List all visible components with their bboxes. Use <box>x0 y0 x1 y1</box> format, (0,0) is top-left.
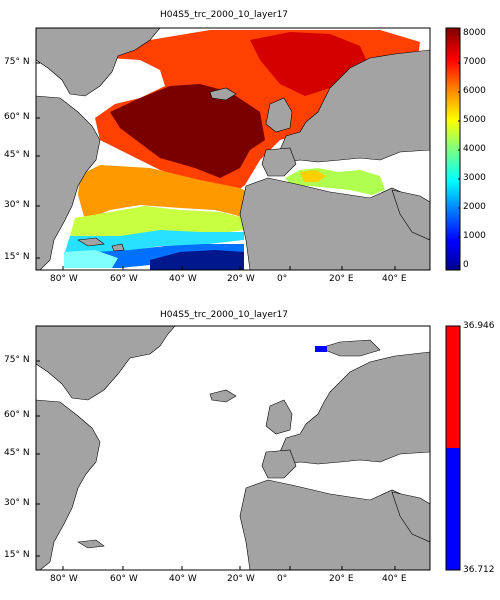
bottom-lon-tick-label: 0° <box>277 574 288 584</box>
bottom-map-svg <box>35 325 461 571</box>
top-colorbar-tick-label: 7000 <box>463 57 486 67</box>
top-colorbar-tick-label: 2000 <box>463 202 486 212</box>
bottom-axis-ticks <box>36 360 396 570</box>
bottom-lon-tick-label: 40° W <box>169 574 197 584</box>
top-map-area <box>36 28 430 270</box>
top-colorbar-tick-label: 0 <box>463 260 469 270</box>
top-colorbar <box>445 27 461 271</box>
top-lon-tick-label: 40° W <box>169 274 197 284</box>
top-lon-tick-label: 20° W <box>227 274 255 284</box>
top-map-svg <box>35 27 461 271</box>
bottom-lat-tick-label: 15° N <box>4 550 30 560</box>
bottom-lon-tick-label: 60° W <box>110 574 138 584</box>
top-colorbar-tick-label: 3000 <box>463 173 486 183</box>
top-lat-tick-label: 75° N <box>4 57 30 67</box>
bottom-lat-tick-label: 45° N <box>4 448 30 458</box>
bottom-lon-tick-label: 80° W <box>50 574 78 584</box>
top-axis-ticks <box>36 62 396 270</box>
bottom-lon-tick-label: 20° E <box>329 574 354 584</box>
bottom-map-frame <box>35 325 431 571</box>
top-map-field <box>40 30 420 270</box>
top-map-frame <box>35 27 431 271</box>
bottom-colorbar-blue <box>446 448 460 570</box>
top-map-land <box>36 28 430 270</box>
bottom-lon-tick-label: 40° E <box>382 574 407 584</box>
top-map-panel: H04S5_trc_2000_10_layer17 <box>0 0 500 295</box>
top-lon-tick-label: 0° <box>277 274 288 284</box>
bottom-colorbar-max: 36.946 <box>463 321 495 331</box>
top-lat-tick-label: 15° N <box>4 252 30 262</box>
top-colorbar-ticks <box>458 33 460 267</box>
top-lat-tick-label: 60° N <box>4 112 30 122</box>
top-lat-tick-label: 30° N <box>4 200 30 210</box>
bottom-map-title: H04S5_trc_2000_10_layer17 <box>160 310 289 320</box>
top-lon-tick-label: 40° E <box>382 274 407 284</box>
bottom-lat-tick-label: 60° N <box>4 410 30 420</box>
bottom-map-panel: H04S5_trc_2000_10_layer17 <box>0 300 500 600</box>
bottom-colorbar-red <box>446 326 460 448</box>
top-colorbar-tick-label: 6000 <box>463 86 486 96</box>
top-map-title: H04S5_trc_2000_10_layer17 <box>160 10 289 20</box>
top-colorbar-tick-label: 5000 <box>463 115 486 125</box>
bottom-lon-tick-label: 20° W <box>227 574 255 584</box>
bottom-map-blue-cell <box>315 346 327 352</box>
top-lat-tick-label: 45° N <box>4 150 30 160</box>
bottom-map-land <box>36 326 430 570</box>
top-colorbar-tick-label: 4000 <box>463 144 486 154</box>
bottom-colorbar-min: 36.712 <box>463 565 495 575</box>
top-lon-tick-label: 60° W <box>110 274 138 284</box>
bottom-lat-tick-label: 75° N <box>4 355 30 365</box>
top-colorbar-tick-label: 8000 <box>463 28 486 38</box>
bottom-lat-tick-label: 30° N <box>4 498 30 508</box>
top-lon-tick-label: 80° W <box>50 274 78 284</box>
bottom-colorbar <box>445 325 461 571</box>
top-colorbar-tick-label: 1000 <box>463 231 486 241</box>
top-lon-tick-label: 20° E <box>329 274 354 284</box>
bottom-map-area <box>36 326 430 570</box>
